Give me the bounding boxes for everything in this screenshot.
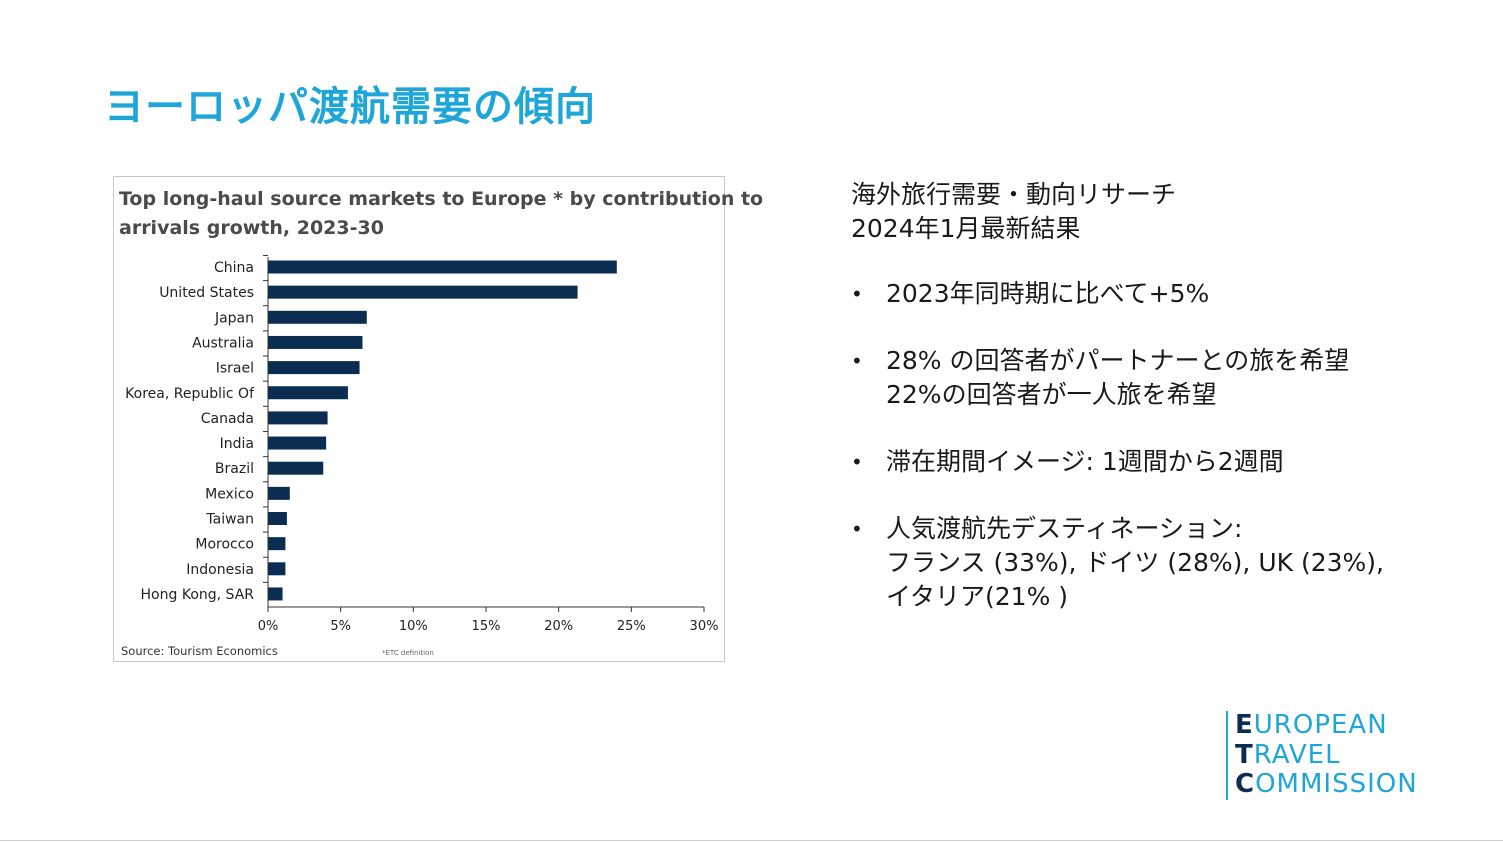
category-label: Hong Kong, SAR	[141, 587, 255, 603]
chart-title: Top long-haul source markets to Europe *…	[119, 185, 764, 243]
bar-mexico	[268, 486, 290, 500]
chart-title-line-1: Top long-haul source markets to Europe *…	[119, 188, 764, 210]
bar-china	[268, 260, 617, 274]
bar-hong-kong-sar	[268, 587, 283, 601]
bar-australia	[268, 335, 363, 349]
research-heading-line-2: 2024年1月最新結果	[851, 214, 1081, 243]
category-label: United States	[159, 285, 254, 301]
x-tick-label: 10%	[399, 619, 428, 634]
bullet-list: • 2023年同時期に比べて+5% • 28% の回答者がパートナーとの旅を希望…	[851, 277, 1384, 614]
chart-footnote: *ETC definition	[382, 649, 434, 657]
etc-logo: EUROPEAN TRAVEL COMMISSION	[1226, 710, 1418, 800]
bullet-item: • 2023年同時期に比べて+5%	[851, 277, 1384, 311]
x-tick-label: 0%	[258, 619, 279, 634]
category-label: Japan	[214, 310, 254, 326]
chart-title-line-2: arrivals growth, 2023-30	[119, 217, 384, 239]
bullet-item: • 28% の回答者がパートナーとの旅を希望 22%の回答者が一人旅を希望	[851, 344, 1384, 412]
bullet-item: • 滞在期間イメージ: 1週間から2週間	[851, 445, 1384, 479]
x-tick-label: 25%	[617, 619, 646, 634]
bullet-text: 滞在期間イメージ: 1週間から2週間	[886, 447, 1284, 476]
chart-source: Source: Tourism Economics	[121, 644, 278, 658]
bar-indonesia	[268, 562, 286, 576]
bar-canada	[268, 411, 328, 425]
bar-united-states	[268, 285, 578, 299]
category-label: Taiwan	[205, 512, 254, 528]
chart-frame: China United States Japan Australia Israel Ko…	[113, 176, 764, 662]
bar-chart: China United States Japan Australia Israel Ko…	[125, 254, 719, 634]
research-heading: 海外旅行需要・動向リサーチ 2024年1月最新結果	[851, 178, 1176, 246]
bullet-icon: •	[851, 517, 863, 541]
bullet-text: 人気渡航先デスティネーション:	[886, 514, 1243, 543]
bullet-text: イタリア(21% )	[886, 582, 1069, 611]
category-label: Mexico	[205, 486, 254, 502]
logo-line-travel: TRAVEL	[1235, 739, 1341, 770]
category-label: China	[214, 260, 254, 276]
category-label: Canada	[201, 411, 254, 427]
bar-brazil	[268, 461, 324, 475]
bullet-icon: •	[851, 450, 863, 474]
category-label: Brazil	[215, 461, 254, 477]
bullet-icon: •	[851, 349, 863, 373]
category-label: Israel	[216, 361, 254, 377]
x-tick-label: 30%	[690, 619, 719, 634]
category-label: Australia	[192, 335, 254, 351]
category-label: Indonesia	[186, 562, 254, 578]
bullet-text: 2023年同時期に比べて+5%	[886, 279, 1210, 308]
bar-india	[268, 436, 327, 450]
bullet-text: 28% の回答者がパートナーとの旅を希望	[886, 346, 1350, 375]
bullet-item: • 人気渡航先デスティネーション: フランス (33%), ドイツ (28%),…	[851, 512, 1384, 614]
x-tick-label: 5%	[330, 619, 351, 634]
bar-morocco	[268, 537, 286, 551]
logo-line-european: EUROPEAN	[1235, 710, 1388, 740]
bottom-divider	[0, 840, 1503, 841]
x-tick-label: 20%	[544, 619, 573, 634]
category-label: Morocco	[195, 537, 254, 553]
logo-line-commission: COMMISSION	[1235, 769, 1418, 799]
bar-israel	[268, 361, 360, 375]
research-heading-line-1: 海外旅行需要・動向リサーチ	[851, 180, 1177, 209]
category-label: India	[220, 436, 254, 452]
bullet-icon: •	[851, 282, 863, 306]
category-label: Korea, Republic Of	[125, 386, 255, 402]
bullet-text: 22%の回答者が一人旅を希望	[886, 380, 1217, 409]
bar-taiwan	[268, 512, 287, 525]
x-tick-label: 15%	[472, 619, 501, 634]
bar-korea-republic-of	[268, 386, 348, 400]
slide-title: ヨーロッパ渡航需要の傾向	[104, 84, 596, 130]
bullet-text: フランス (33%), ドイツ (28%), UK (23%),	[886, 548, 1384, 577]
bar-japan	[268, 310, 367, 324]
